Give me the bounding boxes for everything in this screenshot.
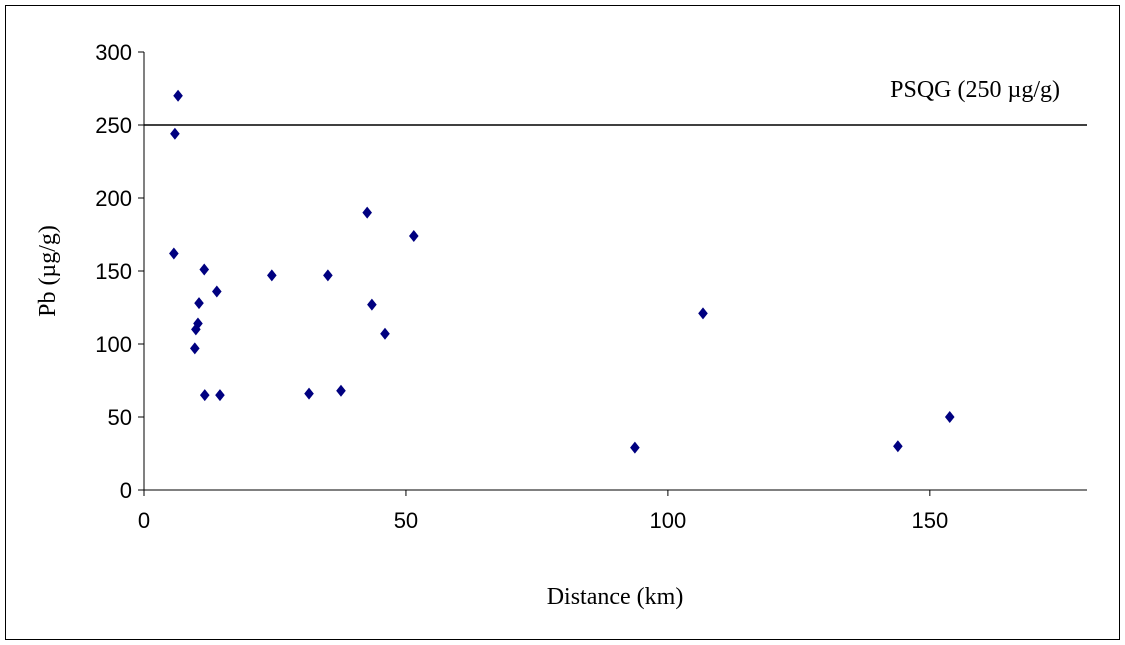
- data-point: [194, 297, 204, 310]
- x-tick-label: 50: [394, 508, 418, 533]
- y-tick-label: 250: [95, 113, 132, 138]
- y-tick-label: 300: [95, 40, 132, 65]
- data-point: [169, 247, 179, 260]
- reference-label: PSQG (250 µg/g): [890, 77, 1060, 103]
- data-point: [336, 384, 346, 397]
- x-tick-label: 0: [138, 508, 150, 533]
- data-point: [199, 389, 210, 402]
- data-point: [199, 263, 210, 276]
- chart-frame: [5, 5, 1120, 640]
- x-tick-label: 100: [650, 508, 687, 533]
- data-point: [367, 298, 377, 311]
- x-tick-label: 150: [911, 508, 948, 533]
- y-tick-label: 100: [95, 332, 132, 357]
- data-point: [215, 389, 225, 402]
- data-point: [893, 440, 903, 453]
- y-tick-label: 0: [120, 478, 132, 503]
- y-tick-label: 150: [95, 259, 132, 284]
- y-tick-label: 200: [95, 186, 132, 211]
- data-point: [944, 411, 955, 423]
- data-point: [267, 269, 277, 282]
- data-point: [170, 127, 180, 140]
- data-point: [409, 229, 419, 242]
- data-point: [323, 269, 333, 282]
- x-axis-label: Distance (km): [547, 584, 684, 610]
- y-axis-label: Pb (µg/g): [35, 225, 61, 317]
- data-point: [212, 285, 222, 298]
- data-point: [380, 327, 390, 340]
- data-point: [698, 307, 708, 320]
- data-point: [304, 387, 314, 400]
- data-point: [362, 206, 372, 219]
- data-point: [630, 441, 640, 454]
- y-tick-label: 50: [108, 405, 132, 430]
- data-point: [190, 342, 200, 355]
- data-point: [173, 89, 183, 102]
- data-point: [193, 317, 203, 330]
